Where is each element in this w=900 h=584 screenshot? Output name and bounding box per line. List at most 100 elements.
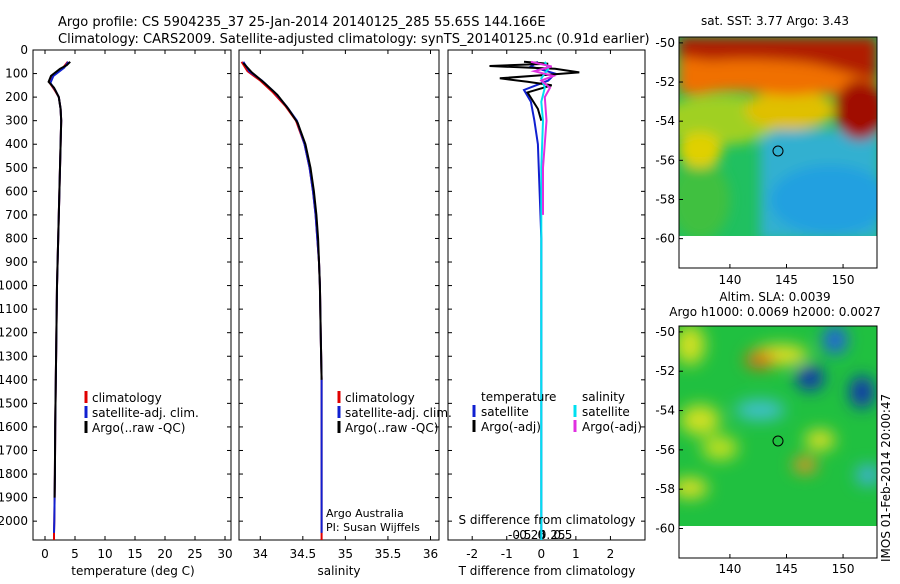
s-difference-xlabel: S difference from climatology bbox=[459, 513, 636, 527]
map-x-tick-label: 145 bbox=[775, 273, 798, 287]
depth-tick-label: 1900 bbox=[0, 491, 28, 505]
depth-tick-label: 1400 bbox=[0, 373, 28, 387]
s-tick-label: 0.5 bbox=[553, 528, 572, 542]
difference-panel-frame bbox=[447, 49, 646, 541]
sla-map-title: Altim. SLA: 0.0039 bbox=[719, 290, 830, 304]
header-line-2: Climatology: CARS2009. Satellite-adjuste… bbox=[58, 32, 650, 47]
depth-tick-label: 1000 bbox=[0, 279, 28, 293]
x-tick-label: 10 bbox=[97, 547, 112, 561]
sla-map-frame bbox=[678, 325, 878, 559]
legend-label-climatology: climatology bbox=[92, 391, 162, 405]
legend-label-s-satellite: satellite bbox=[582, 405, 630, 419]
depth-tick-label: 1200 bbox=[0, 326, 28, 340]
map-y-tick-label: -50 bbox=[655, 36, 675, 50]
legend-label-satellite: satellite-adj. clim. bbox=[345, 406, 452, 420]
map-y-tick-label: -56 bbox=[655, 153, 675, 167]
depth-tick-label: 900 bbox=[5, 255, 28, 269]
sst-map-frame bbox=[678, 36, 878, 269]
x-tick-label: 34.5 bbox=[289, 547, 316, 561]
x-tick-label: 35.5 bbox=[375, 547, 402, 561]
map-x-tick-label: 150 bbox=[832, 273, 855, 287]
x-tick-label: 0 bbox=[41, 547, 49, 561]
imos-timestamp-label: IMOS 01-Feb-2014 20:00:47 bbox=[879, 394, 893, 562]
temperature-xlabel: temperature (deg C) bbox=[71, 564, 194, 578]
series-line-salinity-satellite bbox=[540, 61, 550, 540]
sst-map-title: sat. SST: 3.77 Argo: 3.43 bbox=[701, 14, 849, 28]
pi-annotation-line-2: PI: Susan Wijffels bbox=[326, 521, 420, 534]
x-tick-label: 25 bbox=[187, 547, 202, 561]
depth-axis-ticks: 0 100 200 300 400 500 600 700 800 900 1000 1100 1200… bbox=[0, 43, 645, 528]
map-y-tick-label: -54 bbox=[655, 404, 675, 418]
x-tick-label: 1 bbox=[572, 547, 580, 561]
x-tick-label: 30 bbox=[217, 547, 232, 561]
x-tick-label: 2 bbox=[607, 547, 615, 561]
x-tick-label: 20 bbox=[157, 547, 172, 561]
salinity-xlabel: salinity bbox=[317, 564, 360, 578]
depth-tick-label: 700 bbox=[5, 208, 28, 222]
depth-tick-label: 100 bbox=[5, 67, 28, 81]
salinity-series bbox=[240, 61, 323, 540]
map-y-tick-label: -60 bbox=[655, 522, 675, 536]
legend-label-s-argo: Argo(-adj) bbox=[582, 420, 642, 434]
difference-legend: temperature salinity satellite Argo(-adj… bbox=[472, 390, 642, 434]
legend-label-argo: Argo(..raw -QC) bbox=[92, 421, 185, 435]
legend-label-argo: Argo(..raw -QC) bbox=[345, 421, 438, 435]
series-line-salinity-argo-adj- bbox=[530, 60, 557, 215]
depth-tick-label: 400 bbox=[5, 137, 28, 151]
map-x-tick-label: 150 bbox=[832, 562, 855, 576]
sla-map-ticks: 140 145 150 -50 -52 -54 -56 -58 -60 bbox=[655, 325, 854, 576]
x-tick-label: 15 bbox=[127, 547, 142, 561]
salinity-axis-ticks: 34 34.5 35 35.5 36 bbox=[253, 50, 438, 561]
temperature-series bbox=[47, 61, 71, 540]
x-tick-label: 35 bbox=[338, 547, 353, 561]
sla-heatmap bbox=[679, 326, 877, 526]
series-line-climatology bbox=[48, 61, 69, 540]
depth-tick-label: 2000 bbox=[0, 514, 28, 528]
legend-label-t-satellite: satellite bbox=[481, 405, 529, 419]
legend-title-salinity: salinity bbox=[582, 390, 625, 404]
t-difference-axis-ticks: -2 -1 0 1 2 bbox=[466, 50, 614, 561]
x-tick-label: 34 bbox=[253, 547, 268, 561]
legend-label-t-argo: Argo(-adj) bbox=[481, 420, 541, 434]
s-tick-label: -0.25 bbox=[515, 528, 546, 542]
series-line-satellite-adj-clim- bbox=[242, 61, 323, 533]
depth-tick-label: 200 bbox=[5, 90, 28, 104]
sst-map-ticks: 140 145 150 -50 -52 -54 -56 -58 -60 bbox=[655, 36, 854, 287]
depth-tick-label: 1800 bbox=[0, 467, 28, 481]
difference-series bbox=[489, 60, 580, 540]
salinity-panel-frame bbox=[238, 49, 440, 541]
depth-tick-label: 1100 bbox=[0, 302, 28, 316]
legend-title-temperature: temperature bbox=[481, 390, 556, 404]
salinity-legend: climatology satellite-adj. clim. Argo(..… bbox=[337, 391, 452, 435]
sst-heatmap bbox=[679, 37, 877, 236]
depth-tick-label: 1700 bbox=[0, 443, 28, 457]
depth-tick-label: 1600 bbox=[0, 420, 28, 434]
pi-annotation-line-1: Argo Australia bbox=[326, 507, 404, 520]
series-line-argo-raw-qc- bbox=[242, 62, 323, 380]
x-tick-label: -2 bbox=[466, 547, 478, 561]
sla-argo-position-marker bbox=[772, 435, 784, 447]
legend-label-climatology: climatology bbox=[345, 391, 415, 405]
map-y-tick-label: -52 bbox=[655, 364, 675, 378]
temperature-axis-ticks: 0 5 10 15 20 25 30 bbox=[41, 50, 233, 561]
map-x-tick-label: 145 bbox=[775, 562, 798, 576]
map-y-tick-label: -60 bbox=[655, 232, 675, 246]
t-difference-xlabel: T difference from climatology bbox=[458, 564, 636, 578]
map-y-tick-label: -52 bbox=[655, 75, 675, 89]
x-tick-label: 0 bbox=[537, 547, 545, 561]
series-line-temperature-argo-adj- bbox=[489, 60, 580, 121]
s-tick-label: -0.5 bbox=[508, 528, 531, 542]
series-line-argo-raw-qc- bbox=[47, 61, 71, 498]
x-tick-label: 5 bbox=[71, 547, 79, 561]
depth-tick-label: 600 bbox=[5, 184, 28, 198]
map-y-tick-label: -50 bbox=[655, 325, 675, 339]
legend-label-satellite: satellite-adj. clim. bbox=[92, 406, 199, 420]
header-line-1: Argo profile: CS 5904235_37 25-Jan-2014 … bbox=[58, 15, 546, 30]
map-y-tick-label: -54 bbox=[655, 114, 675, 128]
depth-tick-label: 300 bbox=[5, 114, 28, 128]
series-line-temperature-satellite bbox=[522, 60, 557, 540]
depth-tick-label: 0 bbox=[20, 43, 28, 57]
map-y-tick-label: -58 bbox=[655, 482, 675, 496]
temperature-panel-frame bbox=[32, 49, 232, 541]
